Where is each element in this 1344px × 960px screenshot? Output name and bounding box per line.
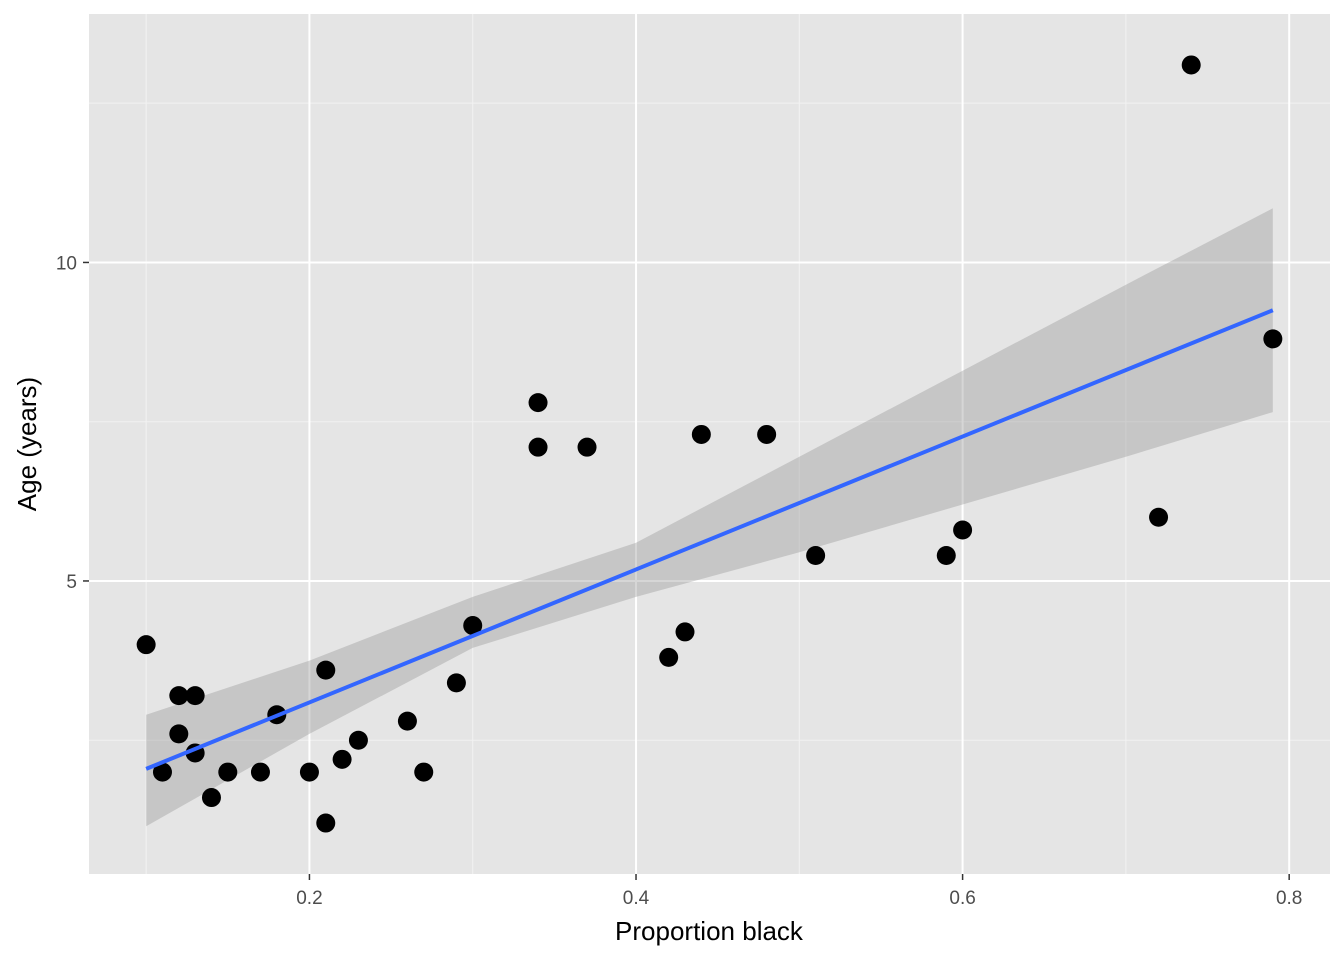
major-gridlines [89, 14, 1330, 874]
data-point [659, 647, 679, 667]
data-point [332, 749, 352, 769]
x-tick-label: 0.8 [1276, 888, 1302, 909]
data-point [1181, 55, 1201, 75]
x-axis: 0.2 0.4 0.6 0.8 [296, 874, 1302, 909]
confidence-band-area [146, 208, 1273, 827]
y-axis: 5 10 [56, 253, 89, 593]
data-point [528, 393, 548, 413]
data-point [348, 730, 368, 750]
data-point [218, 762, 238, 782]
data-point [414, 762, 434, 782]
data-point [316, 660, 336, 680]
minor-gridlines [89, 14, 1330, 874]
data-point [169, 724, 189, 744]
data-point [299, 762, 319, 782]
data-point [953, 520, 973, 540]
y-tick-label: 5 [66, 572, 77, 593]
data-point [152, 762, 172, 782]
data-point [316, 813, 336, 833]
data-point [1263, 329, 1283, 349]
y-tick-label: 10 [56, 253, 77, 274]
data-point [757, 424, 777, 444]
data-point [185, 686, 205, 706]
data-point [675, 622, 695, 642]
data-point [528, 437, 548, 457]
data-point [169, 686, 189, 706]
data-point [446, 673, 466, 693]
data-point [577, 437, 597, 457]
y-axis-title: Age (years) [12, 377, 42, 511]
x-tick-label: 0.6 [949, 888, 975, 909]
data-point [201, 788, 221, 808]
confidence-band [146, 208, 1273, 827]
data-point [691, 424, 711, 444]
data-point [397, 711, 417, 731]
fit-line [145, 308, 1274, 771]
x-tick-label: 0.2 [296, 888, 322, 909]
data-point [1149, 507, 1169, 527]
x-axis-title: Proportion black [615, 916, 804, 946]
data-point [136, 635, 156, 655]
x-tick-label: 0.4 [623, 888, 650, 909]
data-point [936, 545, 956, 565]
data-point [463, 616, 483, 636]
plot-panel [89, 14, 1330, 874]
fit-line-group [145, 308, 1274, 771]
data-point [250, 762, 270, 782]
data-point [806, 545, 826, 565]
data-points [136, 55, 1283, 833]
